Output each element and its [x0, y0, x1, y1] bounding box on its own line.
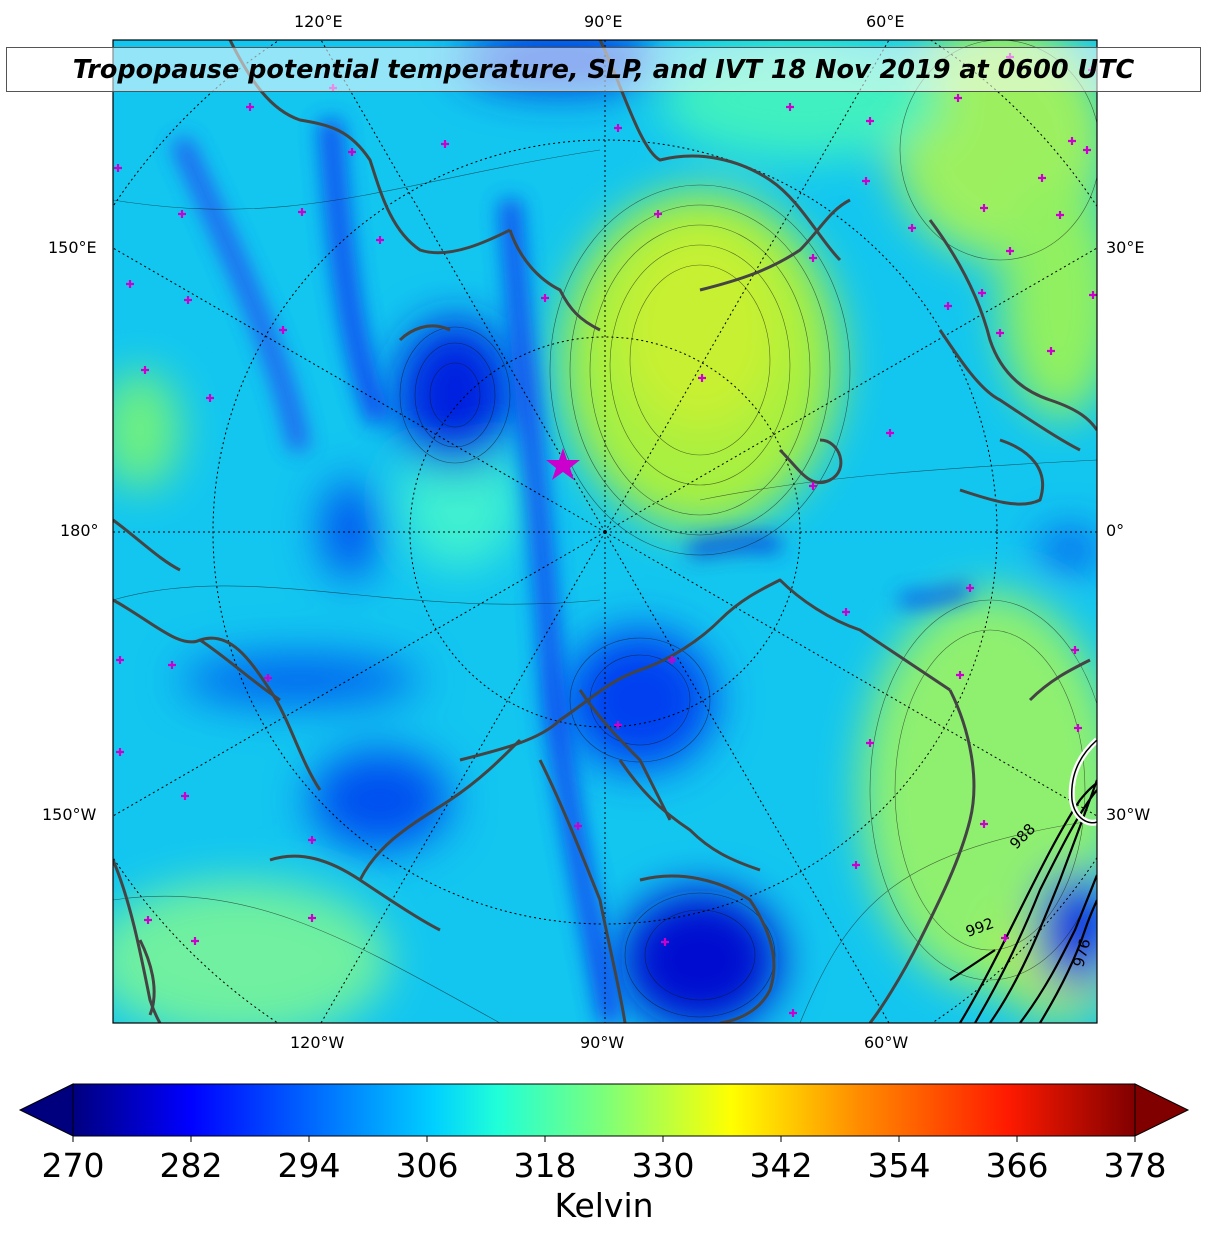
- station-plus-icon: [184, 296, 192, 304]
- station-plus-icon: [279, 326, 287, 334]
- station-plus-icon: [348, 148, 356, 156]
- station-plus-icon: [908, 224, 916, 232]
- station-plus-icon: [809, 482, 817, 490]
- station-plus-icon: [842, 608, 850, 616]
- station-plus-icon: [1074, 724, 1082, 732]
- station-plus-icon: [809, 254, 817, 262]
- map-frame: [112, 39, 1098, 1024]
- station-plus-icon: [661, 938, 669, 946]
- station-plus-icon: [956, 671, 964, 679]
- station-plus-icon: [852, 861, 860, 869]
- lon-label-left-150w: 150°W: [42, 805, 97, 824]
- station-plus-icon: [866, 739, 874, 747]
- station-plus-icon: [1056, 211, 1064, 219]
- lon-label-top-120e: 120°E: [294, 12, 343, 31]
- station-plus-icon: [141, 366, 149, 374]
- station-plus-icon: [441, 140, 449, 148]
- station-plus-icon: [116, 748, 124, 756]
- colorbar: [18, 1083, 1190, 1142]
- station-markers: [114, 53, 1097, 1017]
- theta-field: [113, 40, 1097, 1023]
- station-plus-icon: [614, 721, 622, 729]
- colorbar-tick-label: 306: [395, 1146, 459, 1185]
- colorbar-extend-high: [1134, 1083, 1190, 1137]
- station-plus-icon: [376, 236, 384, 244]
- station-plus-icon: [1038, 174, 1046, 182]
- lon-label-right-30w: 30°W: [1106, 805, 1151, 824]
- station-plus-icon: [1089, 291, 1097, 299]
- colorbar-tick-label: 354: [867, 1146, 931, 1185]
- colorbar-tick-label: 342: [749, 1146, 813, 1185]
- slp-contours: [949, 779, 1097, 1023]
- station-plus-icon: [954, 94, 962, 102]
- colorbar-tick-label: 330: [631, 1146, 695, 1185]
- station-plus-icon: [206, 394, 214, 402]
- station-plus-icon: [181, 792, 189, 800]
- station-plus-icon: [114, 164, 122, 172]
- station-plus-icon: [541, 294, 549, 302]
- station-plus-icon: [944, 302, 952, 310]
- station-plus-icon: [191, 937, 199, 945]
- station-plus-icon: [1068, 137, 1076, 145]
- lon-label-bottom-90w: 90°W: [580, 1033, 625, 1052]
- station-plus-icon: [126, 280, 134, 288]
- station-plus-icon: [246, 103, 254, 111]
- theta-contours: [113, 40, 1097, 1023]
- station-plus-icon: [866, 117, 874, 125]
- station-plus-icon: [789, 1009, 797, 1017]
- colorbar-tick-label: 378: [1103, 1146, 1167, 1185]
- lon-label-left-180: 180°: [60, 521, 99, 540]
- station-plus-icon: [978, 289, 986, 297]
- station-plus-icon: [298, 208, 306, 216]
- station-plus-icon: [654, 210, 662, 218]
- lon-label-bottom-120w: 120°W: [290, 1033, 345, 1052]
- coastlines: [113, 40, 1097, 1023]
- lon-label-top-60e: 60°E: [866, 12, 905, 31]
- station-plus-icon: [1001, 934, 1009, 942]
- title-box: Tropopause potential temperature, SLP, a…: [6, 47, 1201, 92]
- lon-label-left-150e: 150°E: [48, 238, 97, 257]
- station-plus-icon: [614, 124, 622, 132]
- map-panel: 988 992 976: [113, 40, 1097, 1023]
- colorbar-tick-label: 270: [41, 1146, 105, 1185]
- station-plus-icon: [264, 674, 272, 682]
- lon-label-right-30e: 30°E: [1106, 238, 1145, 257]
- station-plus-icon: [1071, 646, 1079, 654]
- station-plus-icon: [308, 836, 316, 844]
- station-plus-icon: [574, 822, 582, 830]
- colorbar-tick-label: 294: [277, 1146, 341, 1185]
- colorbar-tick-label: 366: [985, 1146, 1049, 1185]
- station-plus-icon: [308, 914, 316, 922]
- station-plus-icon: [116, 656, 124, 664]
- colorbar-tick-label: 282: [159, 1146, 223, 1185]
- station-plus-icon: [886, 429, 894, 437]
- star-marker-icon: [546, 448, 580, 480]
- lon-label-top-90e: 90°E: [584, 12, 623, 31]
- station-plus-icon: [668, 656, 676, 664]
- station-plus-icon: [966, 584, 974, 592]
- station-plus-icon: [1083, 146, 1091, 154]
- station-plus-icon: [786, 103, 794, 111]
- station-plus-icon: [862, 177, 870, 185]
- station-plus-icon: [980, 204, 988, 212]
- colorbar-label: Kelvin: [554, 1186, 654, 1225]
- station-plus-icon: [698, 374, 706, 382]
- station-plus-icon: [980, 820, 988, 828]
- station-plus-icon: [996, 329, 1004, 337]
- station-plus-icon: [1047, 347, 1055, 355]
- lon-label-right-0: 0°: [1106, 521, 1125, 540]
- station-plus-icon: [178, 210, 186, 218]
- station-plus-icon: [168, 661, 176, 669]
- station-plus-icon: [144, 916, 152, 924]
- lon-label-bottom-60w: 60°W: [864, 1033, 909, 1052]
- colorbar-extend-low: [18, 1083, 74, 1137]
- map-title: Tropopause potential temperature, SLP, a…: [72, 54, 1135, 85]
- colorbar-tick-label: 318: [513, 1146, 577, 1185]
- station-plus-icon: [1006, 247, 1014, 255]
